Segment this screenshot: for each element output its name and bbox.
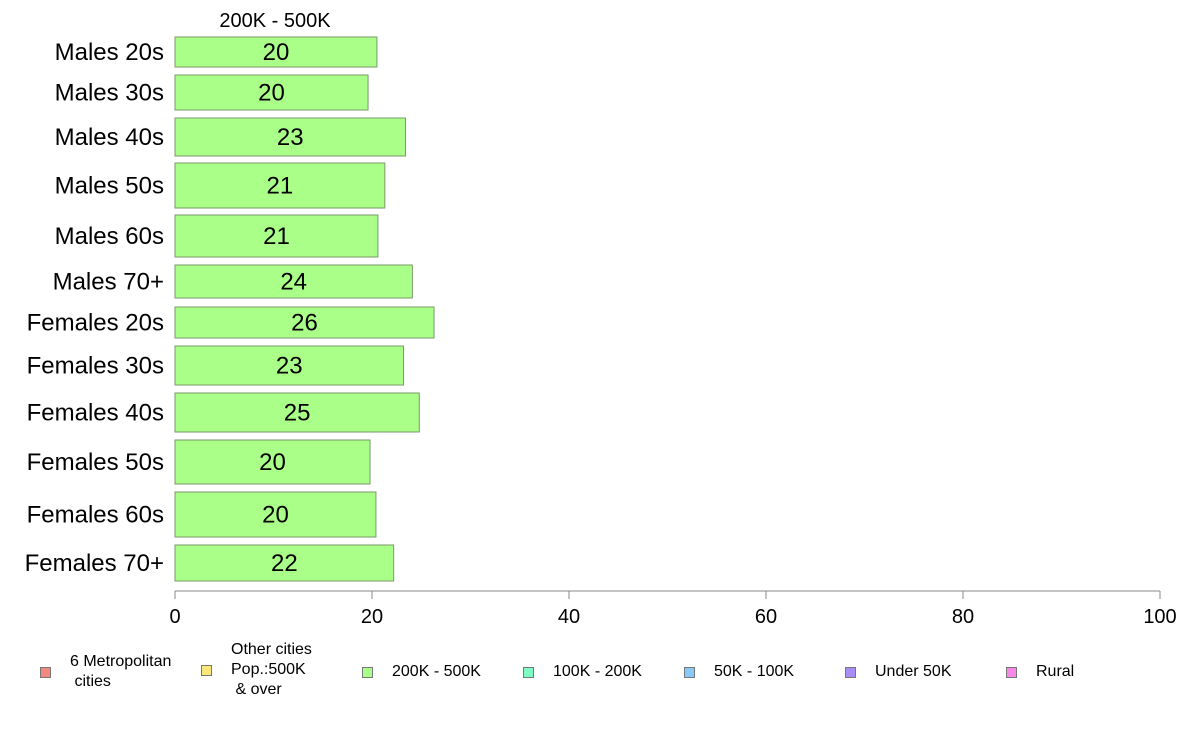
- category-label: Females 50s: [27, 449, 164, 476]
- bar: [174, 306, 435, 339]
- data-label: 22: [271, 550, 298, 577]
- x-tick-label: 40: [558, 606, 580, 628]
- bar: [174, 74, 369, 111]
- legend-swatch: [684, 666, 695, 678]
- legend-swatch: [201, 664, 212, 676]
- legend-label: 50K - 100K: [714, 663, 795, 680]
- data-label: 20: [258, 80, 285, 107]
- legend-label: Other cities Pop.:500K & over: [231, 641, 312, 698]
- data-label: 20: [262, 502, 289, 529]
- data-label: 20: [263, 39, 290, 66]
- legend-label: Rural: [1036, 663, 1075, 680]
- legend-swatch: [523, 666, 534, 678]
- category-label: Males 50s: [55, 173, 164, 200]
- category-label: Males 20s: [55, 39, 164, 66]
- legend-label: Under 50K: [875, 663, 952, 680]
- data-label: 25: [284, 400, 311, 427]
- data-label: 23: [276, 353, 303, 380]
- category-label: Females 20s: [27, 310, 164, 337]
- category-label: Males 40s: [55, 124, 164, 151]
- bar-chart: 200K - 500K 20 Males 20s 20 Males 30s 23 Male…: [25, 10, 1177, 628]
- x-tick-label: 20: [361, 606, 383, 628]
- data-label: 26: [291, 310, 318, 337]
- legend-swatch: [40, 666, 51, 678]
- category-label: Males 70+: [53, 269, 164, 296]
- legend-label: 100K - 200K: [553, 663, 642, 680]
- category-label: Females 70+: [25, 550, 164, 577]
- category-label: Females 30s: [27, 353, 164, 380]
- legend-item-rural: Rural: [1006, 662, 1074, 682]
- legend: 6 Metropolitan cities Other cities Pop.:…: [0, 640, 1188, 710]
- bar: [174, 439, 371, 485]
- bar: [174, 544, 395, 582]
- data-label: 20: [259, 449, 286, 476]
- legend-item-under-50k: Under 50K: [845, 662, 952, 682]
- legend-item-other-cities: Other cities Pop.:500K & over: [201, 640, 312, 700]
- legend-item-50k-100k: 50K - 100K: [684, 662, 794, 682]
- bar: [174, 264, 413, 299]
- legend-swatch: [845, 666, 856, 678]
- legend-label: 6 Metropolitan cities: [70, 653, 172, 690]
- data-label: 21: [263, 223, 290, 250]
- data-label: 23: [277, 124, 304, 151]
- bar: [174, 345, 405, 386]
- category-label: Females 60s: [27, 502, 164, 529]
- data-label: 21: [267, 173, 294, 200]
- data-label: 24: [280, 269, 307, 296]
- x-tick-label: 80: [952, 606, 974, 628]
- legend-item-6-metropolitan-cities: 6 Metropolitan cities: [40, 652, 171, 692]
- legend-swatch: [362, 666, 373, 678]
- x-tick-label: 100: [1143, 606, 1176, 628]
- legend-swatch: [1006, 666, 1017, 678]
- bar: [174, 392, 420, 433]
- bar: [174, 36, 378, 68]
- bar: [174, 491, 377, 538]
- chart-title: 200K - 500K: [219, 10, 331, 32]
- category-label: Males 30s: [55, 80, 164, 107]
- legend-label: 200K - 500K: [392, 663, 481, 680]
- legend-item-200k-500k: 200K - 500K: [362, 662, 481, 682]
- bar: [174, 117, 406, 157]
- bar: [174, 214, 379, 258]
- legend-item-100k-200k: 100K - 200K: [523, 662, 642, 682]
- bar: [174, 162, 386, 209]
- category-label: Males 60s: [55, 223, 164, 250]
- category-label: Females 40s: [27, 400, 164, 427]
- x-tick-label: 60: [755, 606, 777, 628]
- x-tick-label: 0: [169, 606, 180, 628]
